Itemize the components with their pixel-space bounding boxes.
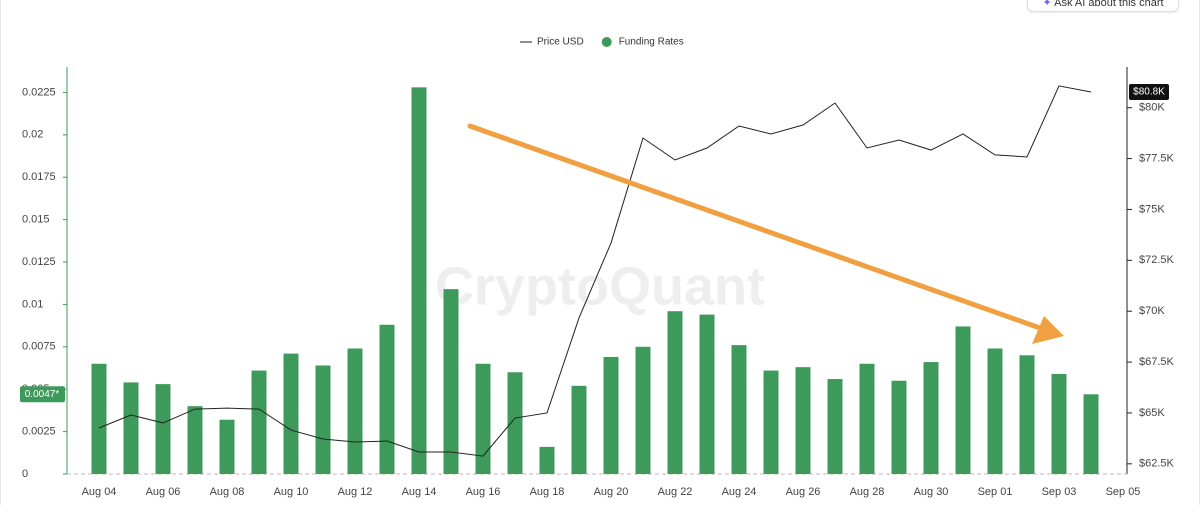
y2-tick-label: $65K — [1139, 407, 1165, 419]
bar — [667, 311, 683, 474]
y2-tick-label: $75K — [1139, 203, 1165, 215]
ask-ai-button[interactable]: ✦ Ask AI about this chart — [1027, 0, 1179, 12]
y-tick-label: 0.02 — [22, 129, 43, 141]
y-tick-label: 0.0125 — [22, 256, 56, 268]
x-tick-label: Aug 22 — [658, 486, 693, 498]
y-tick-label: 0.0225 — [22, 86, 56, 98]
bar — [603, 356, 619, 474]
legend-label: Price USD — [537, 37, 584, 48]
bar — [443, 289, 459, 474]
bar — [731, 345, 747, 474]
x-tick-label: Aug 04 — [82, 486, 117, 498]
bar — [507, 372, 523, 474]
bar — [315, 365, 331, 474]
y-tick-label: 0.0025 — [22, 426, 56, 438]
bar — [763, 370, 779, 474]
x-tick-label: Aug 20 — [594, 486, 629, 498]
x-tick-label: Aug 24 — [722, 486, 757, 498]
bar — [1051, 373, 1067, 474]
y-tick-label: 0 — [22, 468, 28, 480]
icon: ✦ — [1042, 0, 1055, 9]
legend-swatch — [601, 37, 612, 47]
bar — [539, 446, 555, 474]
bar — [347, 348, 363, 474]
x-tick-label: Aug 16 — [466, 486, 501, 498]
x-tick-label: Aug 28 — [850, 486, 885, 498]
bar — [187, 406, 203, 474]
y2-tick-label: $62.5K — [1139, 458, 1175, 470]
y2-tick-label: $72.5K — [1139, 254, 1175, 266]
value-badge — [20, 386, 65, 403]
bar — [827, 379, 843, 474]
y-tick-label: 0.01 — [22, 298, 43, 310]
bar — [571, 385, 587, 474]
bar — [635, 346, 651, 474]
trend-arrow — [467, 123, 1043, 331]
x-tick-label: Aug 12 — [338, 486, 373, 498]
x-tick-label: Aug 18 — [530, 486, 565, 498]
bar — [859, 363, 875, 474]
x-tick-label: Sep 05 — [1106, 486, 1141, 498]
x-tick-label: Sep 03 — [1042, 486, 1077, 498]
bar — [891, 380, 907, 474]
y-tick-label: 0.0075 — [22, 341, 56, 353]
x-tick-label: Aug 06 — [146, 486, 181, 498]
legend-label: Funding Rates — [619, 37, 684, 48]
x-tick-label: Aug 30 — [914, 486, 949, 498]
button-label: Ask AI about this chart — [1054, 0, 1164, 9]
bar — [475, 363, 491, 474]
y2-tick-label: $80K — [1139, 102, 1165, 114]
y2-tick-label: $67.5K — [1139, 356, 1175, 368]
bar — [795, 367, 811, 474]
x-tick-label: Aug 14 — [402, 486, 437, 498]
bar — [411, 87, 427, 474]
x-tick-label: Aug 10 — [274, 486, 309, 498]
bar — [283, 353, 299, 474]
bar — [699, 314, 715, 474]
bar — [987, 348, 1003, 474]
bar — [219, 419, 235, 474]
value-label: 0.0047* — [25, 389, 60, 400]
bar — [1083, 394, 1099, 474]
y-tick-label: 0.0175 — [22, 171, 56, 183]
x-tick-label: Aug 08 — [210, 486, 245, 498]
y2-tick-label: $70K — [1139, 305, 1165, 317]
trend-arrow-head — [1032, 316, 1064, 344]
value-label: $80.8K — [1133, 87, 1165, 98]
bar — [955, 326, 971, 474]
y2-tick-label: $77.5K — [1139, 152, 1175, 164]
bar — [123, 382, 139, 474]
bar — [251, 370, 267, 474]
bar — [379, 324, 395, 474]
bar — [923, 362, 939, 474]
bar — [155, 384, 171, 474]
x-tick-label: Aug 26 — [786, 486, 821, 498]
price-line — [98, 85, 1092, 457]
x-tick-label: Sep 01 — [978, 486, 1013, 498]
y-tick-label: 0.015 — [22, 214, 50, 226]
watermark: CryptoQuant — [435, 256, 765, 316]
value-badge — [1129, 84, 1169, 101]
bar — [1019, 355, 1035, 474]
bar — [91, 363, 107, 474]
